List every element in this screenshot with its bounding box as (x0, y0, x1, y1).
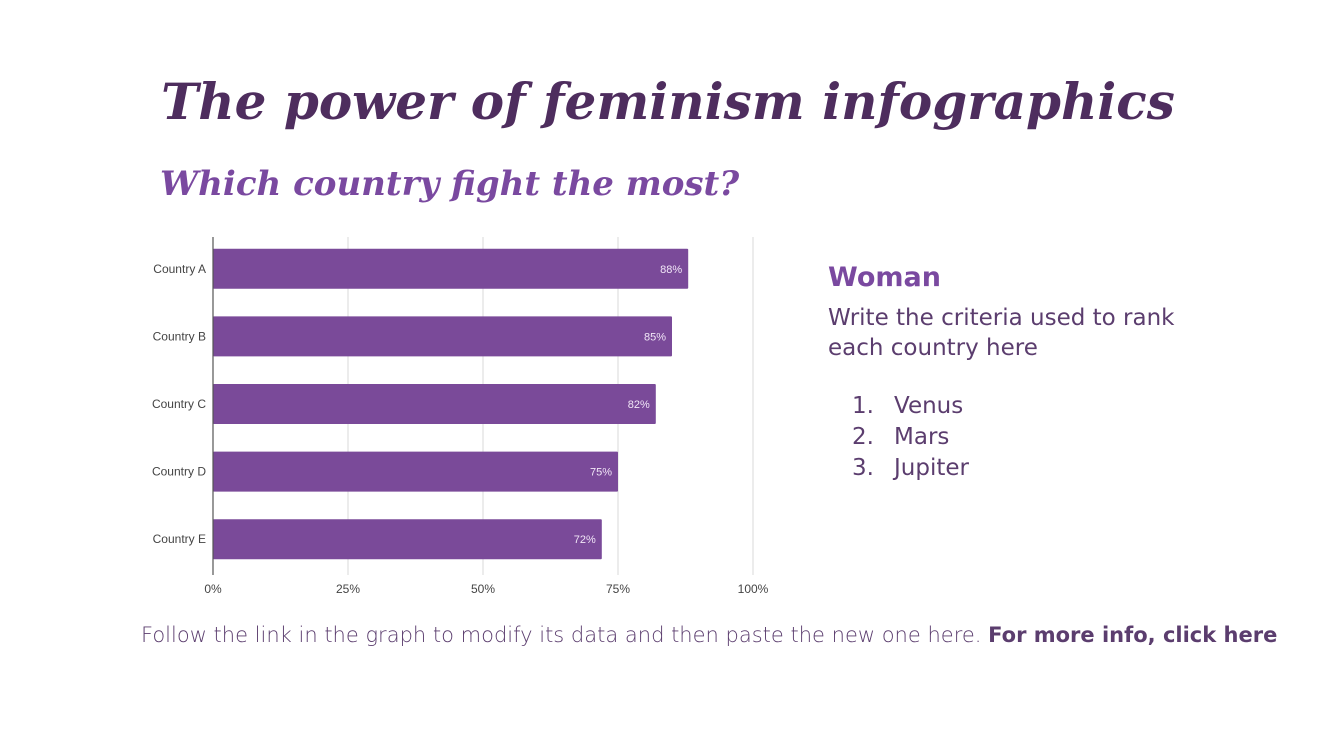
y-tick-label: Country A (153, 262, 206, 276)
more-info-link[interactable]: For more info, click here (988, 623, 1278, 647)
list-item: 1. Venus (828, 391, 1188, 422)
side-text: Write the criteria used to rank each cou… (828, 305, 1175, 361)
x-tick-label: 0% (204, 582, 222, 596)
y-tick-label: Country B (153, 329, 206, 343)
list-number: 3. (852, 455, 874, 481)
y-tick-label: Country D (152, 465, 206, 479)
list-number: 1. (852, 393, 874, 419)
data-label: 72% (574, 534, 596, 546)
caption: Follow the link in the graph to modify i… (141, 621, 1277, 649)
side-panel: Woman Write the criteria used to rank ea… (828, 262, 1188, 484)
data-label: 75% (590, 467, 612, 479)
page-title: The power of feminism infographics (161, 72, 1175, 131)
list-label: Mars (894, 424, 950, 450)
x-tick-label: 50% (471, 582, 495, 596)
bar-chart: 0% 25% 50% 75% 100% Country A 88% Country B 85% C… (152, 237, 769, 596)
data-label: 85% (644, 331, 666, 343)
chart-subtitle: Which country fight the most? (160, 164, 740, 204)
x-tick-label: 100% (738, 582, 769, 596)
caption-text: Follow the link in the graph to modify i… (141, 623, 982, 647)
y-tick-label: Country E (153, 532, 206, 546)
side-heading: Woman (828, 262, 941, 293)
criteria-list: 1. Venus 2. Mars 3. Jupiter (828, 391, 1188, 484)
list-label: Venus (894, 393, 964, 419)
bar (213, 451, 618, 492)
list-item: 3. Jupiter (828, 453, 1188, 484)
list-number: 2. (852, 424, 874, 450)
y-tick-label: Country C (152, 397, 206, 411)
x-tick-label: 25% (336, 582, 360, 596)
list-label: Jupiter (894, 455, 969, 481)
bar (213, 384, 656, 424)
data-label: 88% (660, 264, 682, 276)
data-label: 82% (628, 399, 650, 411)
bar (213, 519, 602, 560)
x-tick-label: 75% (606, 582, 630, 596)
bar (213, 248, 689, 289)
bar (213, 316, 672, 357)
list-item: 2. Mars (828, 422, 1188, 453)
